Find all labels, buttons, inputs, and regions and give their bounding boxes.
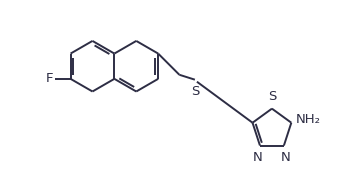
Text: N: N [253, 151, 263, 164]
Text: S: S [191, 85, 199, 98]
Text: S: S [268, 90, 276, 103]
Text: N: N [281, 151, 291, 164]
Text: NH₂: NH₂ [296, 113, 321, 126]
Text: F: F [45, 72, 53, 85]
